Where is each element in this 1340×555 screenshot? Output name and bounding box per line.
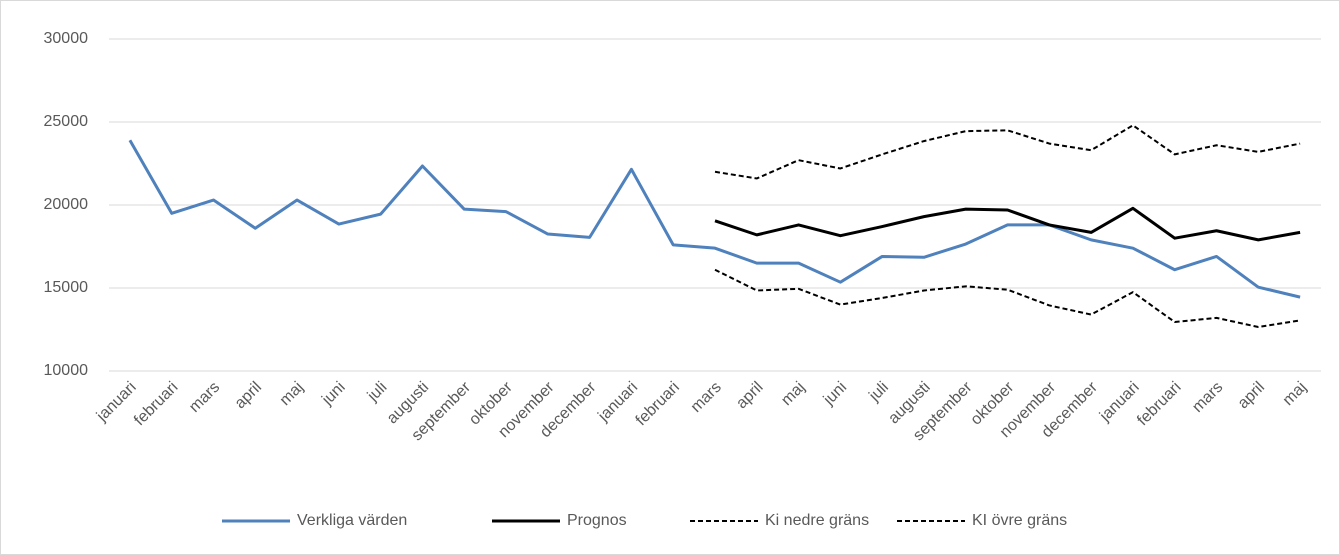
legend-label: KI övre gräns [972,512,1067,529]
legend-label: Prognos [567,512,627,529]
y-tick-label: 15000 [44,279,89,296]
series-line [714,268,1301,329]
series-line [714,206,1301,242]
y-tick-label: 20000 [44,196,89,213]
y-tick-label: 10000 [44,362,89,379]
series-line [128,139,1301,299]
legend-label: Verkliga värden [297,512,407,529]
y-tick-label: 30000 [44,30,89,47]
y-tick-label: 25000 [44,113,89,130]
legend-label: Ki nedre gräns [765,512,869,529]
